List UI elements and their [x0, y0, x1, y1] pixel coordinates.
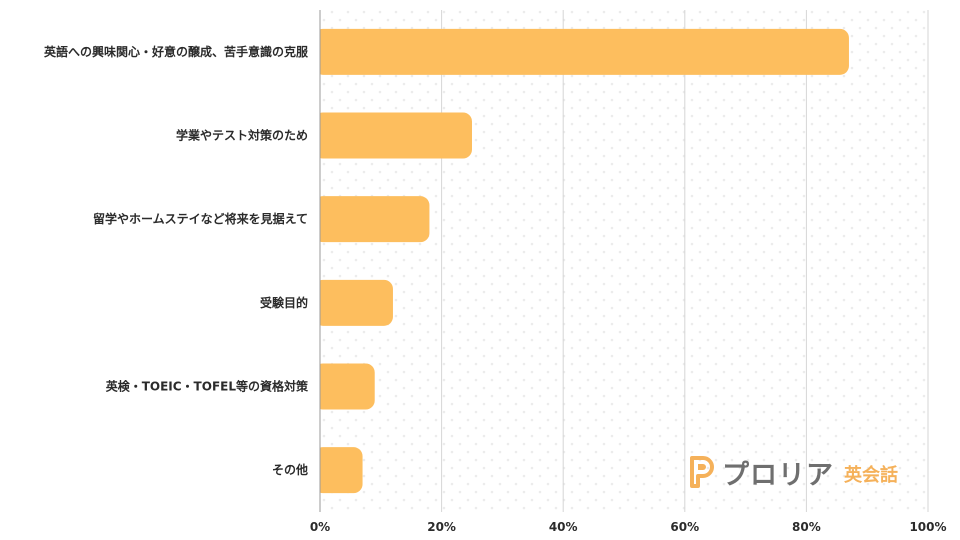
x-tick-label: 40% [549, 520, 578, 534]
logo-subtitle: 英会話 [844, 465, 898, 486]
bar [314, 28, 849, 75]
bar [314, 447, 363, 494]
proria-logo-icon [690, 456, 714, 488]
gridlines [441, 10, 929, 512]
x-tick-label: 20% [427, 520, 456, 534]
axis-mask [300, 10, 320, 512]
x-tick-label: 80% [792, 520, 821, 534]
brand-logo: プロリア 英会話 [688, 452, 898, 492]
category-label: その他 [272, 462, 308, 477]
category-label: 英検・TOEIC・TOFEL等の資格対策 [106, 379, 309, 394]
logo-name: プロリア [722, 459, 834, 491]
x-tick-labels: 0% 20% 40% 60% 80% 100% [310, 520, 947, 534]
category-label: 学業やテスト対策のため [176, 128, 308, 143]
x-tick-label: 60% [670, 520, 699, 534]
x-tick-label: 0% [310, 520, 330, 534]
x-tick-label: 100% [909, 520, 946, 534]
category-label: 受験目的 [260, 295, 308, 310]
plot-background [320, 10, 928, 512]
bar [314, 196, 430, 243]
category-labels: 英語への興味関心・好意の醸成、苦手意識の克服学業やテスト対策のため留学やホームス… [44, 44, 309, 477]
category-label: 留学やホームステイなど将来を見据えて [93, 211, 308, 226]
bar [314, 112, 472, 159]
bars [300, 10, 849, 512]
bar [314, 363, 375, 410]
bar [314, 279, 393, 326]
category-label: 英語への興味関心・好意の醸成、苦手意識の克服 [44, 44, 309, 59]
